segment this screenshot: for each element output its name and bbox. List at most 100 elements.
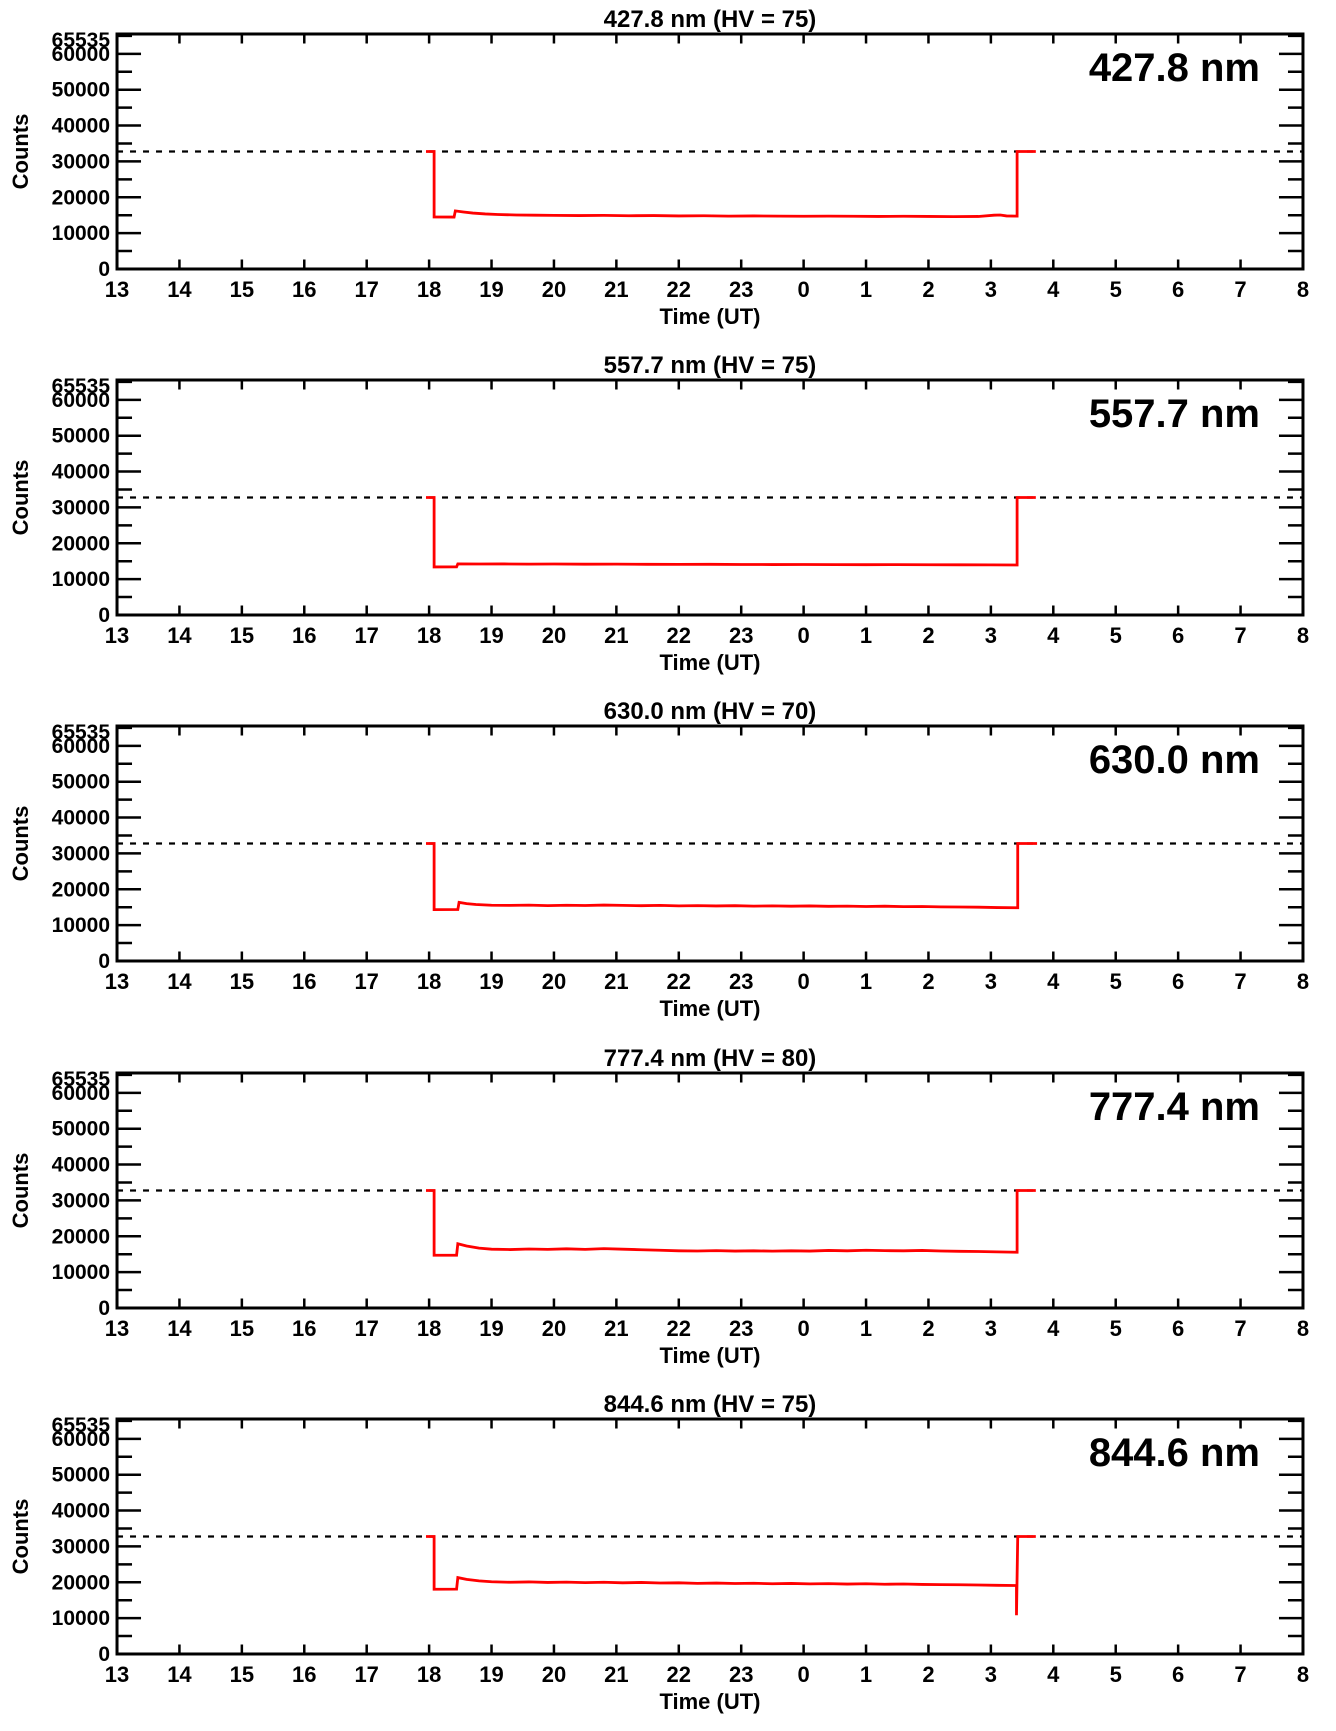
x-tick-label: 3 [985,1662,997,1687]
panel-title: 557.7 nm (HV = 75) [604,352,817,379]
chart-panel-777.4: 777.4 nm (HV = 80) 777.4 nm 0 10000 20000 300… [0,1039,1336,1385]
chart-panel-557.7: 557.7 nm (HV = 75) 557.7 nm 0 10000 20000 300… [0,346,1336,692]
y-tick-label: 10000 [52,915,110,938]
y-tick-label: 30000 [52,1535,110,1558]
x-tick-label: 15 [230,1662,254,1687]
x-tick-label: 1 [860,623,872,648]
x-tick-label: 2 [922,277,934,302]
x-tick-label: 0 [798,623,810,648]
x-tick-label: 3 [985,277,997,302]
wavelength-corner-label: 777.4 nm [1089,1085,1260,1129]
x-tick-label: 20 [542,277,566,302]
x-tick-label: 6 [1172,277,1184,302]
y-tick-label: 0 [98,604,110,627]
chart-svg-3: 777.4 nm (HV = 80) 777.4 nm 0 10000 20000 300… [8,1045,1309,1368]
y-axis-title: Counts [8,1152,33,1228]
y-tick-label: 40000 [52,1153,110,1176]
x-tick-label: 19 [479,1662,503,1687]
y-tick-label: 0 [98,258,110,281]
data-curve [425,496,1036,569]
x-tick-label: 14 [167,1316,192,1341]
chart-panel-844.6: 844.6 nm (HV = 75) 844.6 nm 0 10000 20000 300… [0,1385,1336,1731]
x-tick-label: 23 [729,623,753,648]
x-tick-label: 21 [604,277,628,302]
y-axis-title: Counts [8,1498,33,1574]
wavelength-corner-label: 557.7 nm [1089,392,1260,436]
x-tick-label: 2 [922,969,934,994]
y-tick-label: 30000 [52,150,110,173]
x-tick-label: 5 [1110,969,1122,994]
x-tick-label: 23 [729,277,753,302]
y-tick-label: 65535 [52,721,111,744]
x-tick-label: 5 [1110,1316,1122,1341]
x-tick-label: 3 [985,1316,997,1341]
x-axis-title: Time (UT) [660,650,761,675]
x-tick-label: 8 [1297,1662,1309,1687]
x-tick-label: 8 [1297,623,1309,648]
chart-svg-4: 844.6 nm (HV = 75) 844.6 nm 0 10000 20000 300… [8,1391,1309,1714]
x-tick-label: 1 [860,1662,872,1687]
y-tick-label: 60000 [52,43,110,66]
y-tick-label: 50000 [52,425,110,448]
x-axis-title: Time (UT) [660,304,761,329]
axis-box [115,724,1305,963]
x-tick-label: 1 [860,969,872,994]
y-tick-label: 0 [98,1297,110,1320]
x-tick-label: 3 [985,623,997,648]
panel-title: 630.0 nm (HV = 70) [604,698,817,725]
data-curve [425,150,1036,219]
y-tick-label: 0 [98,1643,110,1666]
chart-svg-2: 630.0 nm (HV = 70) 630.0 nm 0 10000 20000 300… [8,698,1309,1021]
x-tick-label: 2 [922,1662,934,1687]
x-tick-label: 0 [798,277,810,302]
x-tick-label: 5 [1110,1662,1122,1687]
y-tick-label: 40000 [52,461,110,484]
wavelength-corner-label: 630.0 nm [1089,738,1260,782]
x-tick-label: 21 [604,1662,628,1687]
y-tick-label: 65535 [52,1414,111,1437]
y-tick-label: 50000 [52,771,110,794]
y-tick-label: 10000 [52,568,110,591]
x-tick-label: 1 [860,277,872,302]
panel-title: 777.4 nm (HV = 80) [604,1045,817,1072]
x-tick-label: 14 [167,277,192,302]
x-tick-label: 17 [354,969,378,994]
x-tick-label: 21 [604,623,628,648]
x-axis-title: Time (UT) [660,1689,761,1714]
x-tick-label: 5 [1110,277,1122,302]
x-tick-label: 8 [1297,969,1309,994]
x-tick-label: 15 [230,969,254,994]
y-tick-label: 40000 [52,115,110,138]
x-tick-label: 7 [1234,1316,1246,1341]
x-tick-label: 20 [542,623,566,648]
y-tick-label: 20000 [52,879,110,902]
y-tick-label: 10000 [52,1261,110,1284]
x-tick-label: 20 [542,969,566,994]
x-tick-label: 18 [417,969,441,994]
wavelength-corner-label: 427.8 nm [1089,46,1260,90]
y-tick-label: 20000 [52,186,110,209]
y-axis-title: Counts [8,460,33,536]
chart-svg-1: 557.7 nm (HV = 75) 557.7 nm 0 10000 20000 300… [8,352,1309,675]
y-axis-title: Counts [8,806,33,882]
x-tick-label: 7 [1234,623,1246,648]
x-tick-label: 13 [105,969,129,994]
x-tick-label: 19 [479,969,503,994]
y-tick-label: 10000 [52,222,110,245]
y-tick-label: 30000 [52,497,110,520]
axis-box [115,1417,1305,1656]
y-tick-label: 60000 [52,389,110,412]
x-axis-title: Time (UT) [660,1343,761,1368]
x-tick-label: 22 [667,623,691,648]
y-tick-label: 20000 [52,1225,110,1248]
x-tick-label: 18 [417,1316,441,1341]
y-tick-label: 50000 [52,1117,110,1140]
x-tick-label: 21 [604,1316,628,1341]
x-tick-label: 4 [1047,623,1060,648]
x-tick-label: 18 [417,277,441,302]
x-tick-label: 22 [667,1316,691,1341]
x-tick-label: 7 [1234,1662,1246,1687]
x-tick-label: 16 [292,969,316,994]
y-axis-title: Counts [8,114,33,190]
x-tick-label: 13 [105,277,129,302]
